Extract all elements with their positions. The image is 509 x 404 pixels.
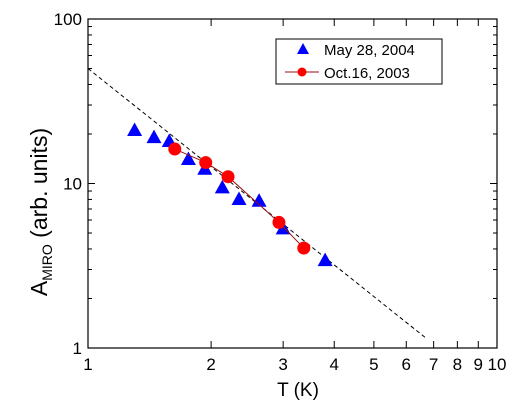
y-axis-title-rest: (arb. units)	[26, 128, 52, 244]
y-tick-label: 1	[73, 339, 82, 358]
plot-area	[87, 68, 427, 339]
x-tick-label: 5	[369, 355, 378, 374]
data-point-oct-2003	[199, 156, 213, 170]
data-point-oct-2003	[297, 241, 311, 255]
x-tick-label: 10	[488, 355, 507, 374]
y-axis-title-subscript: MIRO	[39, 244, 55, 281]
x-tick-label: 4	[330, 355, 339, 374]
data-point-may-2004	[180, 151, 196, 165]
y-axis-title-main: A	[26, 280, 52, 296]
axes: 1 2 3 4 5 6 7 8 9 10 1 10 100	[54, 10, 507, 374]
fit-line	[87, 68, 427, 339]
x-tick-label: 9	[474, 355, 483, 374]
data-point-may-2004	[251, 193, 267, 207]
data-point-oct-2003	[221, 170, 235, 184]
legend-marker-triangle	[297, 43, 309, 54]
data-point-oct-2003	[272, 215, 286, 229]
data-point-may-2004	[127, 122, 143, 136]
data-point-oct-2003	[168, 142, 182, 156]
x-tick-label: 2	[206, 355, 215, 374]
x-tick-label: 6	[402, 355, 411, 374]
y-axis-title: AMIRO (arb. units)	[26, 128, 55, 296]
data-point-may-2004	[146, 129, 162, 144]
legend-marker-circle	[297, 67, 307, 77]
data-point-may-2004	[231, 191, 247, 205]
x-tick-label: 1	[83, 355, 92, 374]
x-tick-label: 7	[429, 355, 438, 374]
data-point-may-2004	[214, 179, 230, 194]
data-point-may-2004	[317, 252, 333, 267]
y-tick-label: 10	[63, 175, 82, 194]
legend: May 28, 2004 Oct.16, 2003	[275, 38, 443, 85]
x-axis-title: T (K)	[277, 380, 319, 401]
legend-label-oct-2003: Oct.16, 2003	[324, 65, 410, 82]
legend-label-may-2004: May 28, 2004	[324, 42, 415, 59]
x-tick-label: 3	[278, 355, 287, 374]
y-tick-label: 100	[54, 10, 82, 29]
x-tick-label: 8	[453, 355, 462, 374]
